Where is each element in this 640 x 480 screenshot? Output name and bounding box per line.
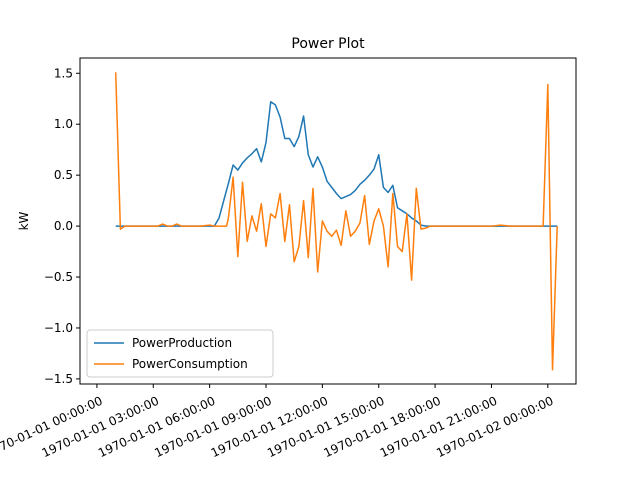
series-layer — [114, 72, 558, 371]
plot-frame — [79, 57, 577, 385]
legend: PowerProduction PowerConsumption — [86, 329, 274, 378]
series-line-1 — [114, 72, 558, 371]
legend-label: PowerProduction — [132, 336, 232, 350]
y-tick-label: −1.5 — [44, 372, 73, 386]
y-tick-label: 1.5 — [54, 66, 73, 80]
y-tick-label: −1.0 — [44, 321, 73, 335]
legend-label: PowerConsumption — [132, 357, 248, 371]
y-tick-label: −0.5 — [44, 270, 73, 284]
legend-box — [86, 329, 274, 378]
chart-title: Power Plot — [291, 36, 365, 52]
y-tick-label: 0.5 — [54, 168, 73, 182]
y-axis-label: kW — [17, 211, 31, 230]
y-tick-label: 1.0 — [54, 117, 73, 131]
series-line-0 — [115, 101, 558, 227]
y-tick-label: 0.0 — [54, 219, 73, 233]
